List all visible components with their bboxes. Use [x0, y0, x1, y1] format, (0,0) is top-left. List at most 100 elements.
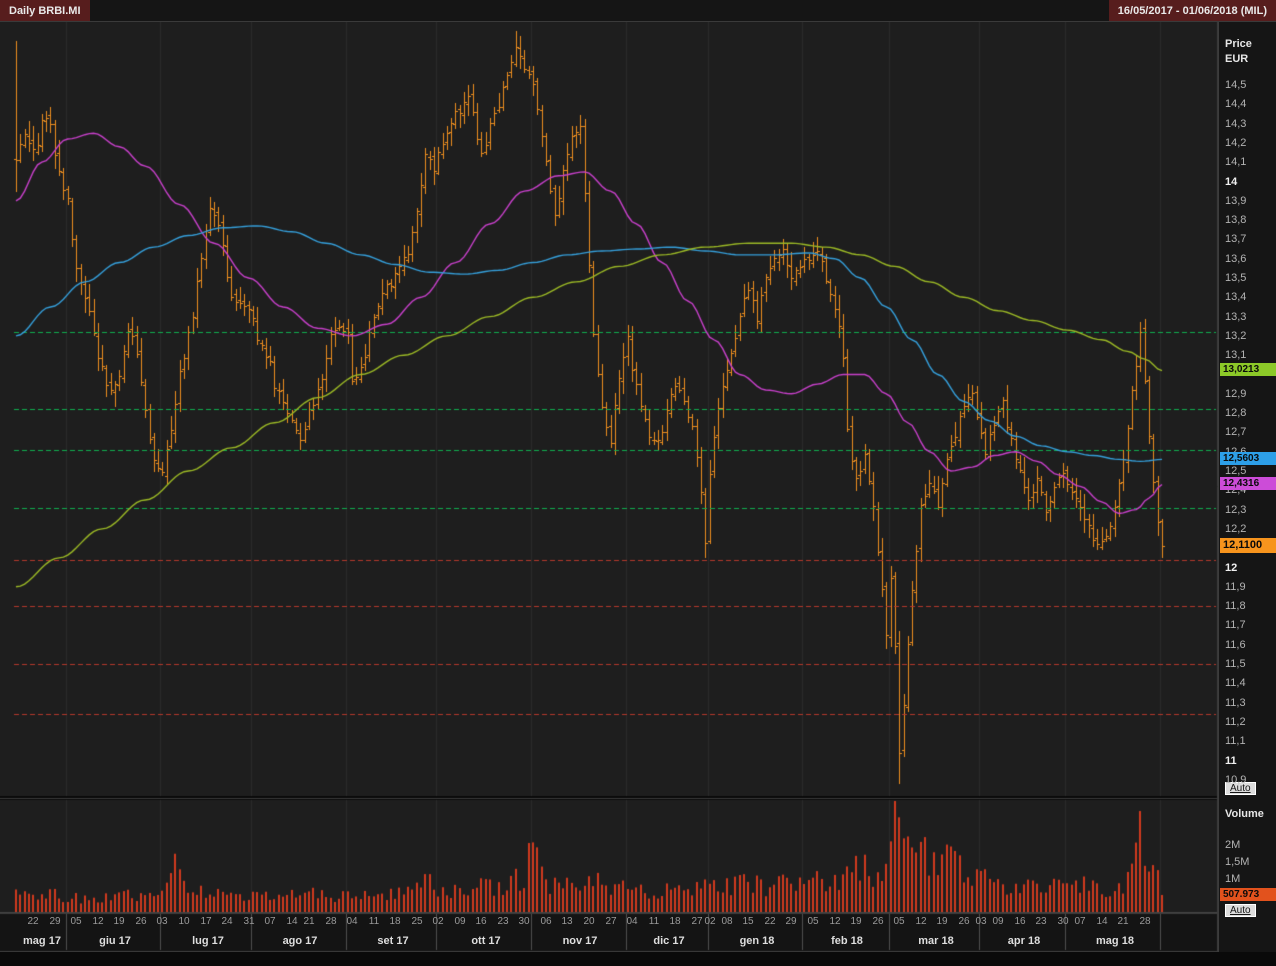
- x-axis-month-label: nov 17: [562, 935, 598, 947]
- x-axis-day-label: 04: [346, 916, 358, 927]
- price-tick-14,1: 14,1: [1225, 156, 1247, 168]
- price-tick-13,9: 13,9: [1225, 195, 1247, 207]
- x-axis-month-label: ago 17: [282, 935, 318, 947]
- x-axis-day-label: 14: [286, 916, 298, 927]
- x-axis-day-label: 18: [389, 916, 401, 927]
- price-tick-14,5: 14,5: [1225, 79, 1247, 91]
- price-tick-12,3: 12,3: [1225, 504, 1247, 516]
- x-axis-day-label: 09: [992, 916, 1004, 927]
- x-axis-day-label: 28: [325, 916, 337, 927]
- date-range-label: 16/05/2017 - 01/06/2018 (MIL): [1108, 0, 1276, 21]
- price-tick-10,9: 10,9: [1225, 774, 1247, 786]
- x-axis-day-label: 13: [561, 916, 573, 927]
- x-axis-day-label: 20: [583, 916, 595, 927]
- ma-mid-value-chip: 12,5603: [1220, 452, 1276, 465]
- last-volume-chip: 507.973: [1220, 888, 1276, 901]
- price-tick-11,5: 11,5: [1225, 658, 1246, 670]
- x-axis-day-label: 03: [975, 916, 987, 927]
- price-tick-11,6: 11,6: [1225, 639, 1246, 651]
- price-tick-11,7: 11,7: [1225, 619, 1246, 631]
- volume-axis-title: Volume: [1225, 808, 1264, 820]
- x-axis-day-label: 02: [432, 916, 444, 927]
- x-axis-month-label: feb 18: [831, 935, 863, 947]
- price-tick-13,1: 13,1: [1225, 349, 1247, 361]
- x-axis-day-label: 05: [70, 916, 82, 927]
- volume-tick-1,5M: 1,5M: [1225, 856, 1250, 868]
- price-tick-11,1: 11,1: [1225, 735, 1246, 747]
- price-tick-13,3: 13,3: [1225, 311, 1247, 323]
- x-axis-day-label: 18: [669, 916, 681, 927]
- price-tick-12,7: 12,7: [1225, 426, 1247, 438]
- volume-tick-2M: 2M: [1225, 839, 1241, 851]
- ma-slow-value-chip: 13,0213: [1220, 363, 1276, 376]
- ma-fast-value-chip: 12,4316: [1220, 477, 1276, 490]
- price-tick-14,4: 14,4: [1225, 98, 1247, 110]
- x-axis-month-label: apr 18: [1007, 935, 1041, 947]
- volume-tick-1M: 1M: [1225, 873, 1241, 885]
- price-tick-13,7: 13,7: [1225, 233, 1247, 245]
- x-axis-day-label: 22: [27, 916, 39, 927]
- x-axis-day-label: 23: [497, 916, 509, 927]
- price-tick-12,8: 12,8: [1225, 407, 1247, 419]
- x-axis-day-label: 25: [411, 916, 423, 927]
- x-axis-day-label: 28: [1139, 916, 1151, 927]
- x-axis-day-label: 26: [958, 916, 970, 927]
- price-tick-12,4: 12,4: [1225, 484, 1247, 496]
- price-tick-14,3: 14,3: [1225, 118, 1247, 130]
- x-axis-day-label: 27: [605, 916, 617, 927]
- price-tick-13,6: 13,6: [1225, 253, 1247, 265]
- x-axis-month-label: gen 18: [739, 935, 775, 947]
- x-axis-month-label: mag 17: [23, 935, 61, 947]
- x-axis-day-label: 22: [764, 916, 776, 927]
- price-tick-14,2: 14,2: [1225, 137, 1247, 149]
- x-axis-day-label: 11: [368, 916, 380, 927]
- x-axis-day-label: 12: [915, 916, 927, 927]
- x-axis-day-label: 08: [721, 916, 733, 927]
- x-axis-day-label: 29: [49, 916, 61, 927]
- price-tick-11,3: 11,3: [1225, 697, 1246, 709]
- x-axis-day-label: 29: [785, 916, 797, 927]
- x-axis-day-label: 19: [850, 916, 862, 927]
- x-axis-day-label: 14: [1096, 916, 1108, 927]
- price-tick-12,5: 12,5: [1225, 465, 1247, 477]
- titlebar: Daily BRBI.MI 16/05/2017 - 01/06/2018 (M…: [0, 0, 1276, 22]
- price-tick-11,8: 11,8: [1225, 600, 1246, 612]
- x-axis-day-label: 12: [92, 916, 104, 927]
- x-axis-day-label: 17: [200, 916, 212, 927]
- x-axis-day-label: 26: [872, 916, 884, 927]
- price-auto-button[interactable]: Auto: [1225, 782, 1256, 795]
- x-axis-month-label: giu 17: [99, 935, 131, 947]
- price-tick-11: 11: [1225, 755, 1237, 767]
- price-tick-13,8: 13,8: [1225, 214, 1247, 226]
- price-tick-13,4: 13,4: [1225, 291, 1247, 303]
- price-axis-unit: EUR: [1225, 53, 1249, 65]
- x-axis-month-label: set 17: [377, 935, 409, 947]
- x-axis-month-label: dic 17: [653, 935, 685, 947]
- x-axis-month-labels: mag 17 giu 17 lug 17 ago 17 set 17 ott 17 nov …: [0, 934, 1218, 950]
- price-tick-11,2: 11,2: [1225, 716, 1246, 728]
- x-axis-day-label: 03: [156, 916, 168, 927]
- x-axis-day-label: 12: [829, 916, 841, 927]
- price-tick-12: 12: [1225, 562, 1238, 574]
- x-axis-month-label: mar 18: [918, 935, 954, 947]
- price-tick-11,9: 11,9: [1225, 581, 1246, 593]
- x-axis-day-label: 06: [540, 916, 552, 927]
- x-axis-day-label: 05: [807, 916, 819, 927]
- x-axis-day-label: 04: [626, 916, 638, 927]
- x-axis-month-label: ott 17: [471, 935, 501, 947]
- price-axis-panel[interactable]: Price EUR Auto Volume Auto 14,5 14,4 14,3 1…: [1218, 22, 1276, 952]
- x-axis-day-label: 27: [691, 916, 703, 927]
- price-tick-12,9: 12,9: [1225, 388, 1247, 400]
- x-axis-day-label: 11: [648, 916, 660, 927]
- x-axis-month-label: lug 17: [192, 935, 224, 947]
- x-axis-day-label: 26: [135, 916, 147, 927]
- x-axis-day-label: 30: [1057, 916, 1069, 927]
- volume-auto-button[interactable]: Auto: [1225, 904, 1256, 917]
- x-axis-day-label: 24: [221, 916, 233, 927]
- x-axis-day-label: 19: [936, 916, 948, 927]
- x-axis-day-labels: 22 29 05 12 19 26 03 10 17 24 31 07 14 21 28 04 11 18 25 02…: [0, 916, 1218, 930]
- x-axis-day-label: 16: [1014, 916, 1026, 927]
- x-axis-day-label: 21: [1117, 916, 1129, 927]
- x-axis-day-label: 23: [1035, 916, 1047, 927]
